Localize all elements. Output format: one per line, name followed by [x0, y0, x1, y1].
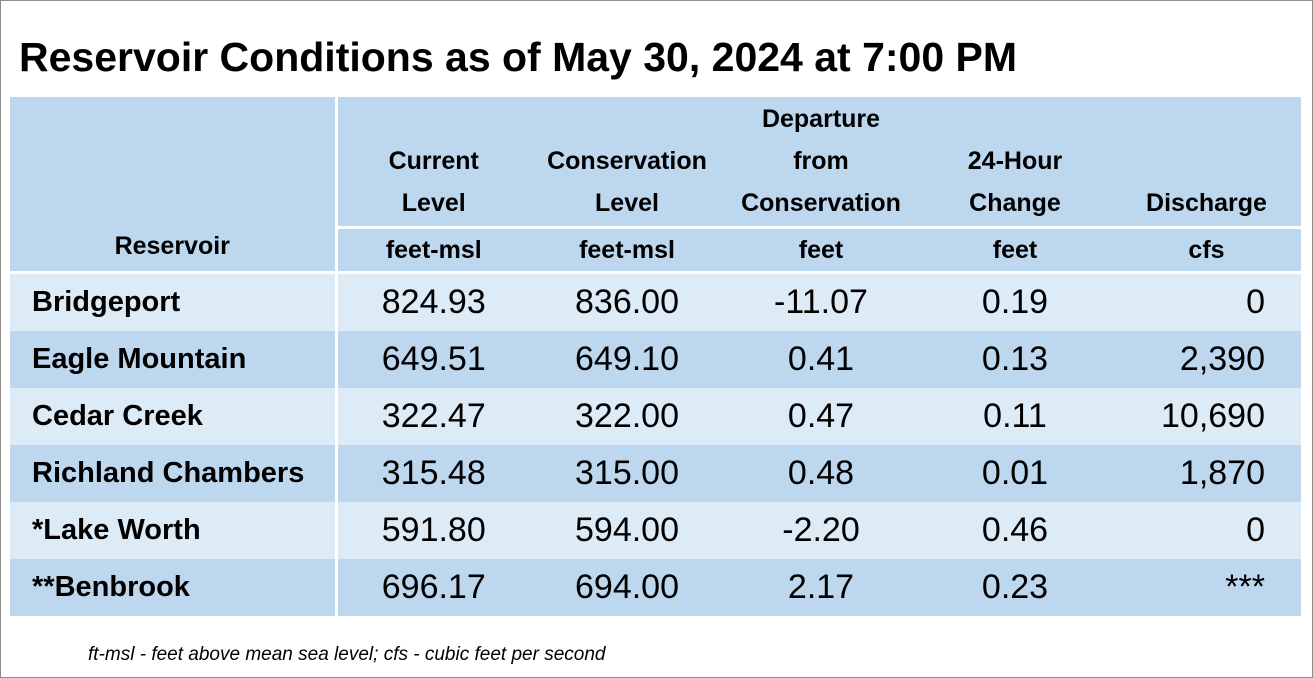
change-value: 0.23	[918, 559, 1112, 616]
current-level-value: 824.93	[336, 274, 530, 331]
footnote: ft-msl - feet above mean sea level; cfs …	[88, 644, 606, 665]
departure-value: -11.07	[724, 274, 918, 331]
reservoir-name: Bridgeport	[10, 274, 338, 331]
discharge-value: 0	[1112, 502, 1301, 559]
header-separator	[10, 271, 1301, 274]
reservoir-name: *Lake Worth	[10, 502, 338, 559]
unit-conservation-level: feet-msl	[530, 226, 724, 271]
departure-value: -2.20	[724, 502, 918, 559]
page-title: Reservoir Conditions as of May 30, 2024 …	[19, 34, 1018, 80]
column-header-departure: Departure from Conservation	[724, 97, 918, 228]
table-row: Eagle Mountain 649.51 649.10 0.41 0.13 2…	[10, 331, 1301, 388]
column-header-current-level: Current Level	[336, 97, 530, 228]
conservation-level-value: 315.00	[530, 445, 724, 502]
column-header-reservoir: Reservoir	[10, 97, 338, 271]
reservoir-name: Richland Chambers	[10, 445, 338, 502]
unit-discharge: cfs	[1112, 226, 1301, 271]
departure-value: 0.47	[724, 388, 918, 445]
departure-value: 0.48	[724, 445, 918, 502]
discharge-value: 1,870	[1112, 445, 1301, 502]
unit-current-level: feet-msl	[336, 226, 530, 271]
column-header-discharge: Discharge	[1112, 97, 1301, 228]
change-value: 0.01	[918, 445, 1112, 502]
change-value: 0.11	[918, 388, 1112, 445]
discharge-value: ***	[1112, 559, 1301, 616]
change-value: 0.46	[918, 502, 1112, 559]
reservoir-name: **Benbrook	[10, 559, 338, 616]
current-level-value: 322.47	[336, 388, 530, 445]
conservation-level-value: 836.00	[530, 274, 724, 331]
current-level-value: 696.17	[336, 559, 530, 616]
conservation-level-value: 649.10	[530, 331, 724, 388]
unit-departure: feet	[724, 226, 918, 271]
conservation-level-value: 694.00	[530, 559, 724, 616]
discharge-value: 2,390	[1112, 331, 1301, 388]
unit-24-hour-change: feet	[918, 226, 1112, 271]
reservoir-name: Cedar Creek	[10, 388, 338, 445]
column-header-conservation-level: Conservation Level	[530, 97, 724, 228]
departure-value: 2.17	[724, 559, 918, 616]
conservation-level-value: 594.00	[530, 502, 724, 559]
table-row: **Benbrook 696.17 694.00 2.17 0.23 ***	[10, 559, 1301, 616]
reservoir-table: Reservoir Current Level Conservation Lev…	[10, 97, 1301, 616]
table-row: Cedar Creek 322.47 322.00 0.47 0.11 10,6…	[10, 388, 1301, 445]
table-row: Bridgeport 824.93 836.00 -11.07 0.19 0	[10, 274, 1301, 331]
change-value: 0.19	[918, 274, 1112, 331]
discharge-value: 10,690	[1112, 388, 1301, 445]
table-row: Richland Chambers 315.48 315.00 0.48 0.0…	[10, 445, 1301, 502]
change-value: 0.13	[918, 331, 1112, 388]
current-level-value: 315.48	[336, 445, 530, 502]
current-level-value: 591.80	[336, 502, 530, 559]
discharge-value: 0	[1112, 274, 1301, 331]
conservation-level-value: 322.00	[530, 388, 724, 445]
column-header-24-hour-change: 24-Hour Change	[918, 97, 1112, 228]
current-level-value: 649.51	[336, 331, 530, 388]
departure-value: 0.41	[724, 331, 918, 388]
reservoir-name: Eagle Mountain	[10, 331, 338, 388]
table-row: *Lake Worth 591.80 594.00 -2.20 0.46 0	[10, 502, 1301, 559]
